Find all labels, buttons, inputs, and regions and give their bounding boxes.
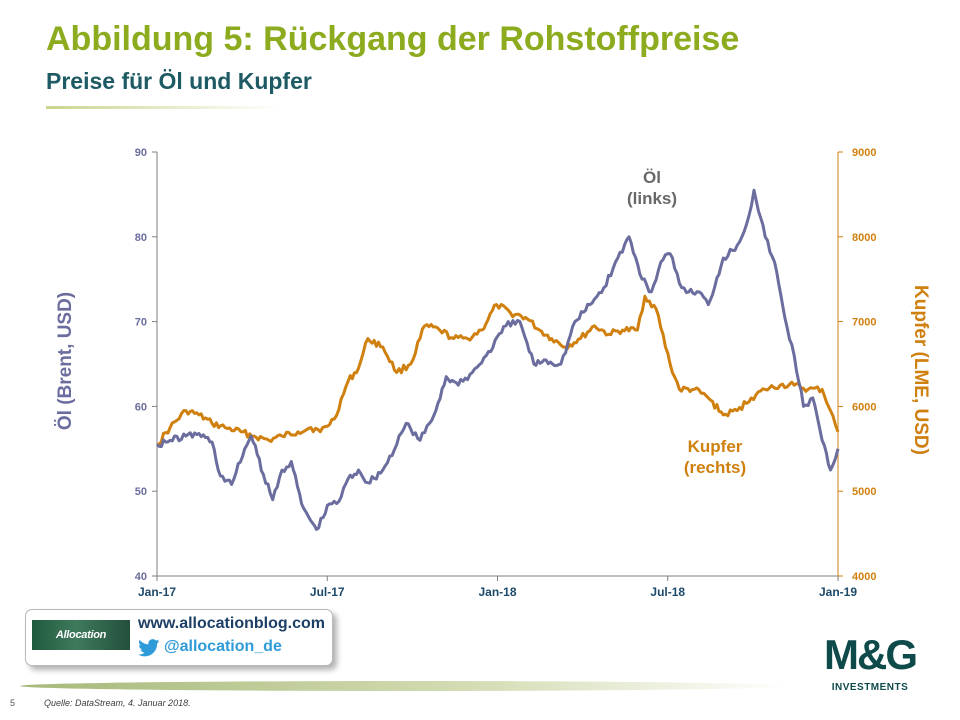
copper-annotation-axis: (rechts) bbox=[683, 458, 747, 477]
blog-promo-box[interactable]: Allocation www.allocationblog.com @alloc… bbox=[25, 609, 333, 666]
x-tick-label: Jan-17 bbox=[138, 585, 176, 599]
allocation-logo[interactable]: Allocation bbox=[32, 620, 130, 650]
x-tick-label: Jul-18 bbox=[650, 585, 685, 599]
slide-title: Abbildung 5: Rückgang der Rohstoffpreise bbox=[46, 20, 740, 58]
mg-logo-subtext: INVESTMENTS bbox=[831, 682, 909, 693]
y-axis-right-title: Kupfer (LME, USD) bbox=[910, 285, 931, 455]
y-left-tick-label: 60 bbox=[135, 401, 147, 413]
x-tick-label: Jan-19 bbox=[819, 585, 857, 599]
y-right-tick-label: 8000 bbox=[852, 232, 876, 244]
x-tick-label: Jul-17 bbox=[310, 585, 345, 599]
website-link[interactable]: www.allocationblog.com bbox=[138, 615, 325, 632]
y-left-tick-label: 90 bbox=[135, 147, 147, 159]
x-tick-label: Jan-18 bbox=[478, 585, 516, 599]
footer-divider bbox=[20, 681, 790, 691]
slide-subtitle: Preise für Öl und Kupfer bbox=[46, 68, 312, 94]
copper-annotation-name: Kupfer bbox=[687, 437, 743, 456]
y-left-tick-label: 50 bbox=[135, 486, 147, 498]
y-left-tick-label: 40 bbox=[135, 571, 147, 583]
chart-tick-labels: 40 50 60 70 80 90 4000 5000 6000 7000 8000 9000 Jan-… bbox=[135, 147, 877, 599]
oil-annotation: Öl (links) bbox=[616, 167, 688, 209]
y-left-tick-label: 80 bbox=[135, 232, 147, 244]
source-note: Quelle: DataStream, 4. Januar 2018. bbox=[44, 698, 191, 708]
y-right-tick-label: 6000 bbox=[852, 401, 876, 413]
mg-logo-mark: M&G bbox=[824, 631, 918, 678]
chart-series bbox=[156, 188, 840, 531]
y-right-tick-label: 4000 bbox=[852, 571, 876, 583]
oil-price-line bbox=[156, 188, 840, 531]
page-number: 5 bbox=[10, 698, 16, 708]
twitter-bird-icon[interactable] bbox=[138, 639, 160, 657]
mg-investments-logo: M&G INVESTMENTS bbox=[812, 631, 928, 694]
y-axis-left-title: Öl (Brent, USD) bbox=[55, 291, 76, 431]
y-right-tick-label: 5000 bbox=[852, 486, 876, 498]
twitter-handle-link[interactable]: @allocation_de bbox=[164, 638, 282, 655]
copper-price-line bbox=[156, 294, 840, 447]
oil-annotation-name: Öl bbox=[643, 168, 661, 187]
title-underline bbox=[46, 106, 281, 109]
copper-annotation: Kupfer (rechts) bbox=[670, 436, 760, 478]
chart-axes bbox=[152, 151, 843, 581]
y-right-tick-label: 9000 bbox=[852, 147, 876, 159]
y-right-tick-label: 7000 bbox=[852, 317, 876, 329]
y-left-tick-label: 70 bbox=[135, 317, 147, 329]
oil-annotation-axis: (links) bbox=[626, 189, 678, 208]
